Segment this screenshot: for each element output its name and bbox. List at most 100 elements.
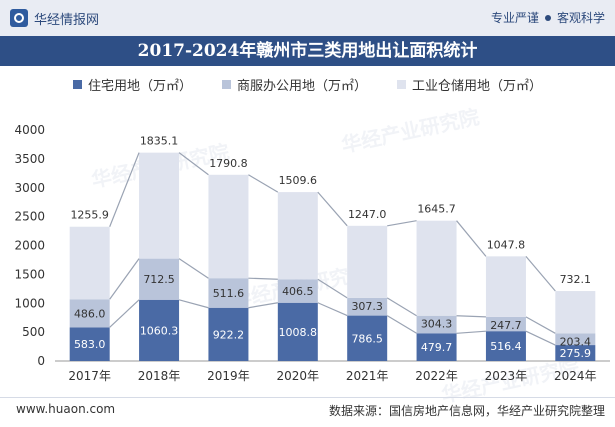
connector-line-residential bbox=[456, 330, 486, 334]
footer-source: 数据来源：国信房地产信息网，华经产业研究院整理 bbox=[328, 404, 605, 418]
y-tick-label: 2500 bbox=[14, 210, 45, 224]
connector-line-industrial bbox=[248, 174, 279, 193]
data-label-industrial: 1247.0 bbox=[348, 208, 387, 221]
data-label-industrial: 1047.8 bbox=[487, 238, 526, 251]
bar-residential bbox=[347, 315, 388, 361]
data-label-residential: 479.7 bbox=[421, 341, 453, 354]
bar-residential bbox=[416, 333, 457, 361]
bar-commercial bbox=[277, 279, 318, 303]
y-tick-label: 2000 bbox=[14, 239, 45, 253]
connector-line-commercial bbox=[178, 258, 209, 279]
data-label-commercial: 406.5 bbox=[282, 285, 314, 298]
data-label-commercial: 203.4 bbox=[560, 335, 592, 348]
slogan-left: 专业严谨 bbox=[490, 11, 539, 25]
data-label-residential: 922.2 bbox=[213, 328, 245, 341]
connector-line-residential bbox=[248, 302, 278, 309]
bar-residential bbox=[208, 307, 249, 361]
connector-line-industrial bbox=[178, 152, 209, 176]
x-tick-label: 2018年 bbox=[138, 369, 181, 383]
bar-commercial bbox=[485, 316, 526, 332]
legend-item-commercial: 商服办公用地（万㎡） bbox=[221, 73, 367, 95]
bar-industrial bbox=[485, 256, 526, 317]
footer-divider bbox=[0, 397, 615, 398]
data-label-industrial: 1835.1 bbox=[140, 135, 179, 148]
y-tick-label: 0 bbox=[37, 354, 45, 368]
data-label-residential: 1008.8 bbox=[279, 326, 318, 339]
data-label-residential: 786.5 bbox=[351, 332, 383, 345]
y-tick-label: 1500 bbox=[14, 267, 45, 281]
bar-industrial bbox=[347, 225, 388, 298]
connector-line-commercial bbox=[109, 258, 140, 300]
connector-line-commercial bbox=[248, 277, 278, 280]
connector-line-industrial bbox=[525, 255, 556, 292]
y-tick-label: 500 bbox=[22, 325, 45, 339]
y-tick-label: 4000 bbox=[14, 123, 45, 137]
y-tick-label: 3500 bbox=[14, 152, 45, 166]
data-label-industrial: 732.1 bbox=[560, 273, 592, 286]
bar-commercial bbox=[69, 299, 110, 328]
bar-industrial bbox=[416, 220, 457, 316]
legend-swatch-industrial bbox=[397, 79, 406, 89]
footer-website[interactable]: www.huaon.com bbox=[16, 402, 116, 416]
y-tick-label: 1000 bbox=[14, 296, 45, 310]
data-label-industrial: 1790.8 bbox=[209, 157, 248, 170]
bar-residential bbox=[485, 331, 526, 361]
connector-line-residential bbox=[317, 302, 348, 317]
legend-label-commercial: 商服办公用地（万㎡） bbox=[236, 78, 367, 94]
dot-icon bbox=[544, 15, 551, 21]
connector-line-commercial bbox=[386, 297, 417, 317]
x-tick-label: 2017年 bbox=[68, 369, 111, 383]
data-label-commercial: 304.3 bbox=[421, 318, 453, 331]
legend-label-industrial: 工业仓储用地（万㎡） bbox=[412, 78, 543, 94]
data-label-residential: 275.9 bbox=[560, 347, 592, 360]
bar-commercial bbox=[416, 315, 457, 334]
bar-residential bbox=[555, 345, 596, 361]
connector-line-residential bbox=[109, 299, 140, 328]
bar-commercial bbox=[555, 333, 596, 346]
top-header-bar: 华经情报网 专业严谨 客观科学 bbox=[0, 0, 615, 36]
data-label-industrial: 1255.9 bbox=[70, 209, 109, 222]
bar-industrial bbox=[69, 226, 110, 300]
connector-line-commercial bbox=[525, 316, 556, 334]
bar-industrial bbox=[555, 291, 596, 334]
brand-name: 华经情报网 bbox=[34, 13, 100, 28]
data-label-commercial: 712.5 bbox=[143, 273, 175, 286]
legend-swatch-residential bbox=[72, 79, 82, 89]
stacked-bar-chart: 0 500 1000 1500 2000 2500 3000 3500 4000 2017年 201… bbox=[14, 123, 610, 383]
bar-residential bbox=[139, 299, 180, 361]
y-tick-label: 3000 bbox=[14, 181, 45, 195]
chart-title: 2017-2024年赣州市三类用地出让面积统计 bbox=[0, 36, 615, 66]
bar-residential bbox=[69, 327, 110, 361]
connector-line-residential bbox=[178, 299, 209, 309]
bar-industrial bbox=[208, 174, 249, 279]
x-tick-label: 2024年 bbox=[554, 369, 597, 383]
data-label-commercial: 307.3 bbox=[351, 300, 383, 313]
connector-line-commercial bbox=[317, 278, 348, 299]
legend-item-residential: 住宅用地（万㎡） bbox=[72, 73, 192, 95]
x-tick-label: 2020年 bbox=[277, 369, 320, 383]
legend-label-residential: 住宅用地（万㎡） bbox=[87, 78, 192, 94]
data-label-commercial: 486.0 bbox=[74, 307, 106, 320]
x-tick-label: 2023年 bbox=[485, 369, 528, 383]
bar-industrial bbox=[277, 192, 318, 280]
bar-residential bbox=[277, 302, 318, 361]
data-label-industrial: 1509.6 bbox=[279, 174, 318, 187]
connector-line-residential bbox=[525, 330, 556, 346]
connector-line-industrial bbox=[109, 152, 140, 227]
x-tick-label: 2019年 bbox=[207, 369, 250, 383]
chart-legend: 住宅用地（万㎡） 商服办公用地（万㎡） 工业仓储用地（万㎡） bbox=[0, 73, 615, 95]
bar-commercial bbox=[347, 297, 388, 316]
connector-line-industrial bbox=[387, 220, 417, 227]
legend-swatch-commercial bbox=[221, 79, 231, 89]
data-label-commercial: 247.7 bbox=[490, 319, 522, 332]
connector-line-industrial bbox=[317, 191, 348, 227]
bar-commercial bbox=[139, 258, 180, 300]
logo-icon bbox=[10, 9, 28, 27]
connector-line-industrial bbox=[456, 220, 487, 257]
data-label-residential: 1060.3 bbox=[140, 324, 179, 337]
slogan: 专业严谨 客观科学 bbox=[491, 9, 605, 26]
slogan-right: 客观科学 bbox=[556, 11, 605, 25]
data-label-residential: 516.4 bbox=[490, 340, 522, 353]
bar-commercial bbox=[208, 278, 249, 308]
connector-line-residential bbox=[386, 315, 417, 334]
